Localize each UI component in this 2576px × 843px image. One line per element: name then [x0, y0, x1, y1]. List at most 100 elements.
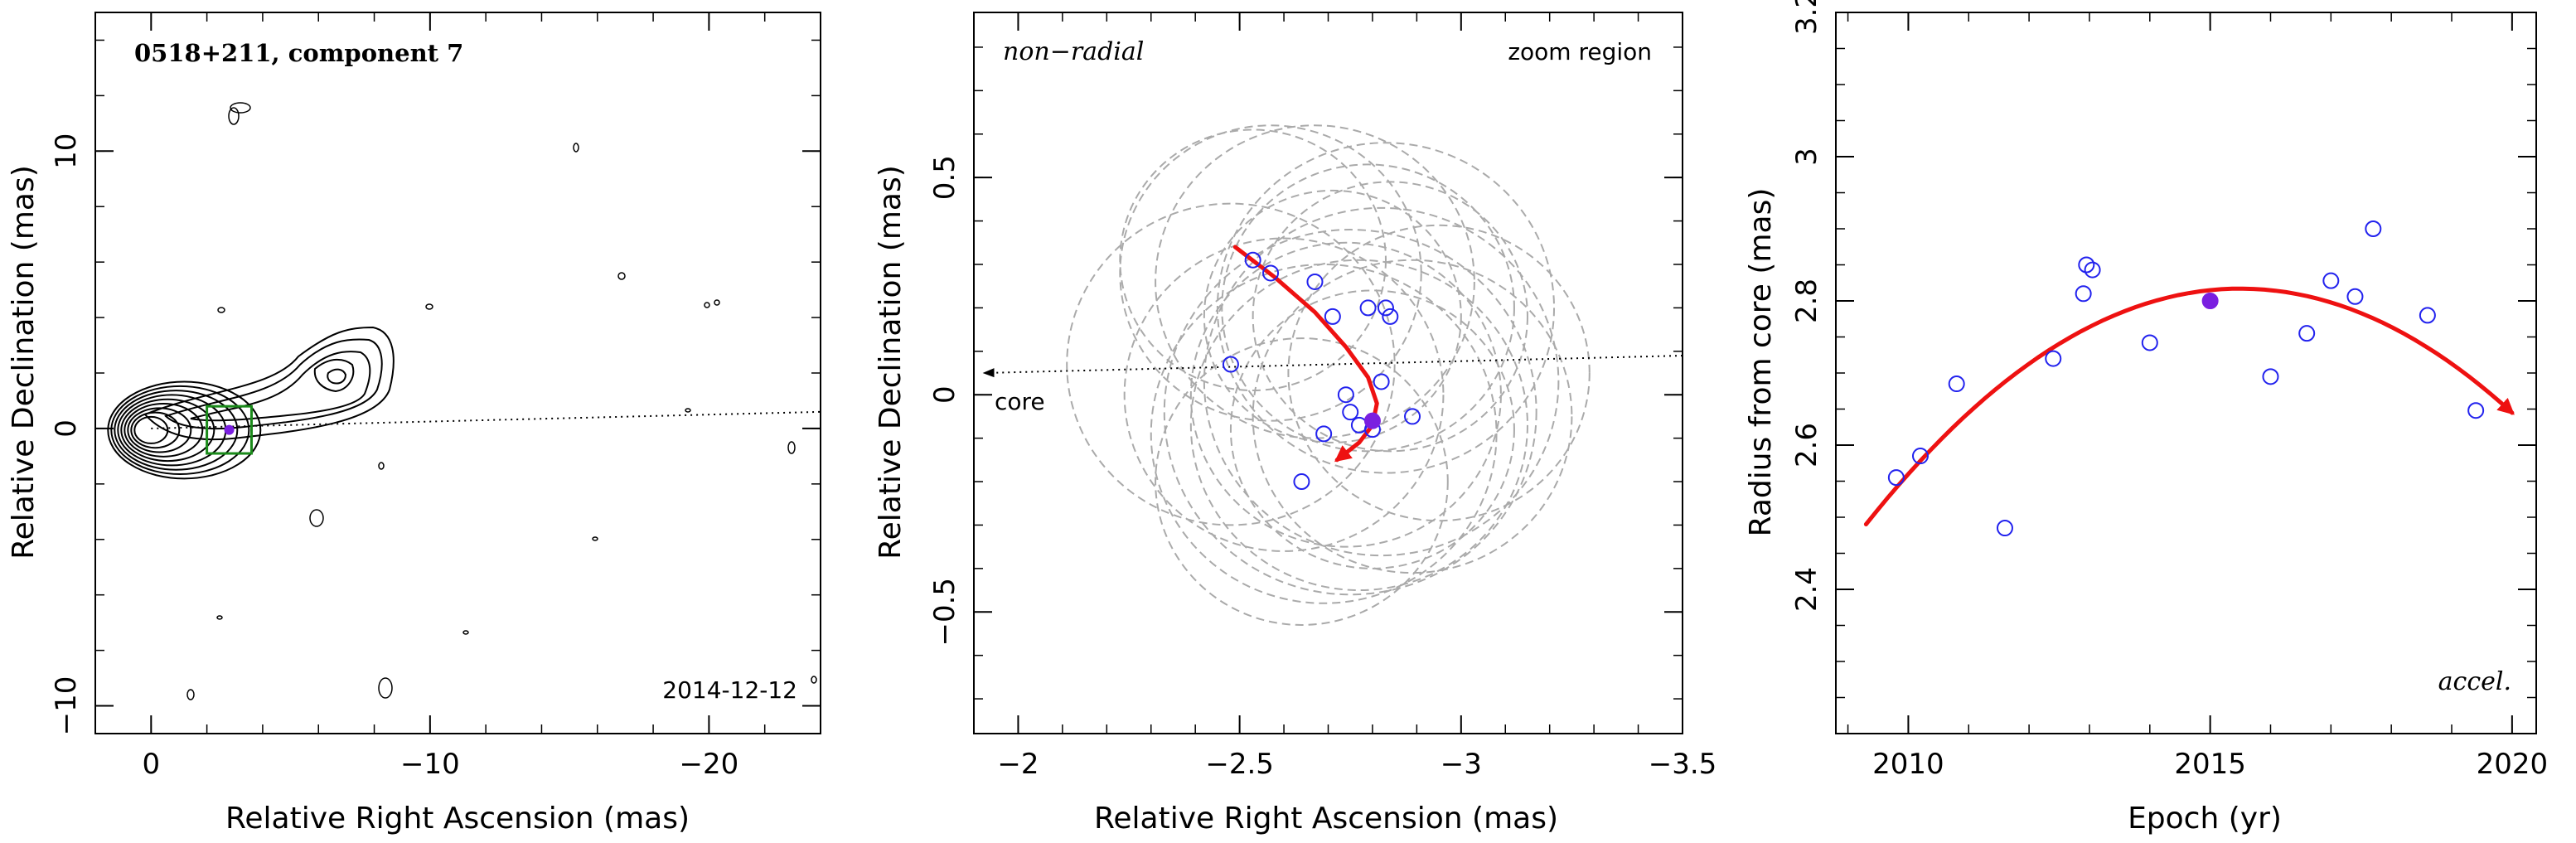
data-point: [1222, 356, 1239, 373]
uncertainty-circle: [1203, 189, 1462, 443]
panel-3-axes: 2010 2015 2020 2.4 2.6 2.8 3 3.2: [1790, 0, 2548, 781]
data-point: [1948, 375, 1965, 393]
noise-contour: [685, 408, 691, 413]
core-contour: [114, 390, 239, 471]
trajectory-curve: [1232, 245, 1379, 463]
y-tick-label: −10: [50, 676, 83, 736]
y-tick-label: 2.8: [1790, 279, 1823, 323]
data-point: [2141, 334, 2158, 351]
panel-2: −2 −2.5 −3 −3.5 −0.5 0 0.5 non−radial zoom reg…: [874, 12, 1717, 836]
uncertainty-circle: [1229, 289, 1515, 569]
uncertainty-circle: [1189, 259, 1528, 592]
data-point: [1324, 308, 1341, 325]
panel-2-corner-label-left: non−radial: [1003, 37, 1144, 66]
uncertainty-circle: [1123, 237, 1445, 552]
core-contour: [127, 407, 192, 453]
x-tick-label: −3.5: [1649, 748, 1717, 781]
uncertainty-circle: [1287, 224, 1591, 522]
jet-contour: [327, 368, 347, 385]
x-tick-label: −2.5: [1205, 748, 1274, 781]
noise-contour: [573, 143, 579, 153]
uncertainty-circle: [1155, 124, 1475, 439]
y-tick-label: 3.2: [1790, 0, 1823, 35]
data-point: [1404, 408, 1421, 425]
panel-3-fit-curve: [1863, 286, 2515, 526]
jet-contour: [143, 326, 395, 441]
noise-contour: [228, 107, 240, 125]
data-point: [2075, 285, 2092, 303]
data-point: [1244, 251, 1261, 269]
panel-1-date-label: 2014-12-12: [662, 676, 797, 704]
data-point: [2365, 220, 2382, 237]
noise-contour: [230, 102, 251, 114]
panel-1-contours: [107, 102, 817, 700]
data-point: [1359, 299, 1377, 317]
panel-3: 2010 2015 2020 2.4 2.6 2.8 3 3.2 accel. Epoch (…: [1744, 0, 2548, 836]
x-tick-label: −3: [1441, 748, 1482, 781]
noise-contour: [309, 509, 324, 527]
noise-contour: [811, 676, 817, 684]
panel-2-core-label: core: [995, 388, 1045, 415]
noise-contour: [462, 630, 469, 635]
core-contour: [107, 380, 262, 480]
fit-curve: [1863, 286, 2515, 526]
data-point: [2084, 261, 2101, 279]
panel-2-uncertainty-circles: [1066, 124, 1591, 626]
uncertainty-circle: [1066, 202, 1396, 526]
panel-2-frame: [973, 12, 1683, 734]
core-contour: [120, 398, 215, 463]
noise-contour: [425, 303, 433, 310]
panel-2-y-axis-label: Relative Declination (mas): [874, 165, 908, 560]
panel-3-y-axis-label: Radius from core (mas): [1744, 188, 1778, 537]
data-point: [2045, 350, 2062, 367]
uncertainty-circle: [1216, 142, 1556, 474]
panel-1: 0 −10 −20 −10 0 10 0518+211, component 7 2014…: [7, 12, 821, 836]
panel-1-frame: [94, 12, 821, 734]
panel-2-points: [1222, 251, 1421, 491]
data-point: [1382, 308, 1399, 325]
data-point: [1342, 404, 1359, 421]
noise-contour: [378, 677, 393, 699]
panel-1-axes: 0 −10 −20 −10 0 10: [50, 12, 821, 781]
y-tick-label: −0.5: [928, 578, 961, 647]
uncertainty-circle: [1155, 337, 1449, 626]
highlighted-data-point: [2201, 293, 2219, 309]
panel-2-corner-label-right: zoom region: [1508, 38, 1652, 65]
data-point: [2322, 272, 2340, 289]
uncertainty-circle: [1252, 181, 1528, 453]
panel-3-frame: [1835, 12, 2537, 734]
highlighted-data-point: [1363, 412, 1381, 429]
panel-1-zoom-box: [206, 405, 253, 455]
panel-3-corner-label: accel.: [2438, 667, 2511, 696]
uncertainty-circle: [1252, 259, 1573, 574]
data-point: [1373, 373, 1390, 390]
jet-contour: [164, 338, 383, 430]
core-direction-line: [982, 355, 1683, 378]
data-point: [1911, 448, 1929, 465]
noise-contour: [592, 536, 598, 541]
data-point: [2262, 368, 2279, 385]
noise-contour: [217, 307, 225, 313]
x-tick-label: 2020: [2477, 748, 2549, 781]
noise-contour: [714, 299, 720, 306]
component-marker: [224, 424, 235, 435]
data-point: [1887, 469, 1905, 487]
uncertainty-circle: [1203, 206, 1560, 557]
y-tick-label: 3: [1790, 148, 1823, 166]
panel-2-x-axis-label: Relative Right Ascension (mas): [1094, 802, 1558, 836]
x-tick-label: 2015: [2174, 748, 2246, 781]
panel-1-x-axis-label: Relative Right Ascension (mas): [225, 802, 690, 836]
uncertainty-circle: [1189, 241, 1502, 548]
noise-contour: [787, 441, 796, 454]
data-point: [2078, 256, 2095, 274]
y-tick-label: 2.4: [1790, 567, 1823, 612]
uncertainty-circle: [1221, 163, 1515, 453]
data-point: [2346, 288, 2364, 305]
data-point: [1293, 473, 1310, 491]
x-tick-label: 0: [142, 748, 160, 781]
y-tick-label: 10: [50, 133, 83, 169]
jet-contour: [313, 358, 355, 393]
core-contour: [110, 385, 250, 476]
data-point: [1315, 425, 1333, 443]
